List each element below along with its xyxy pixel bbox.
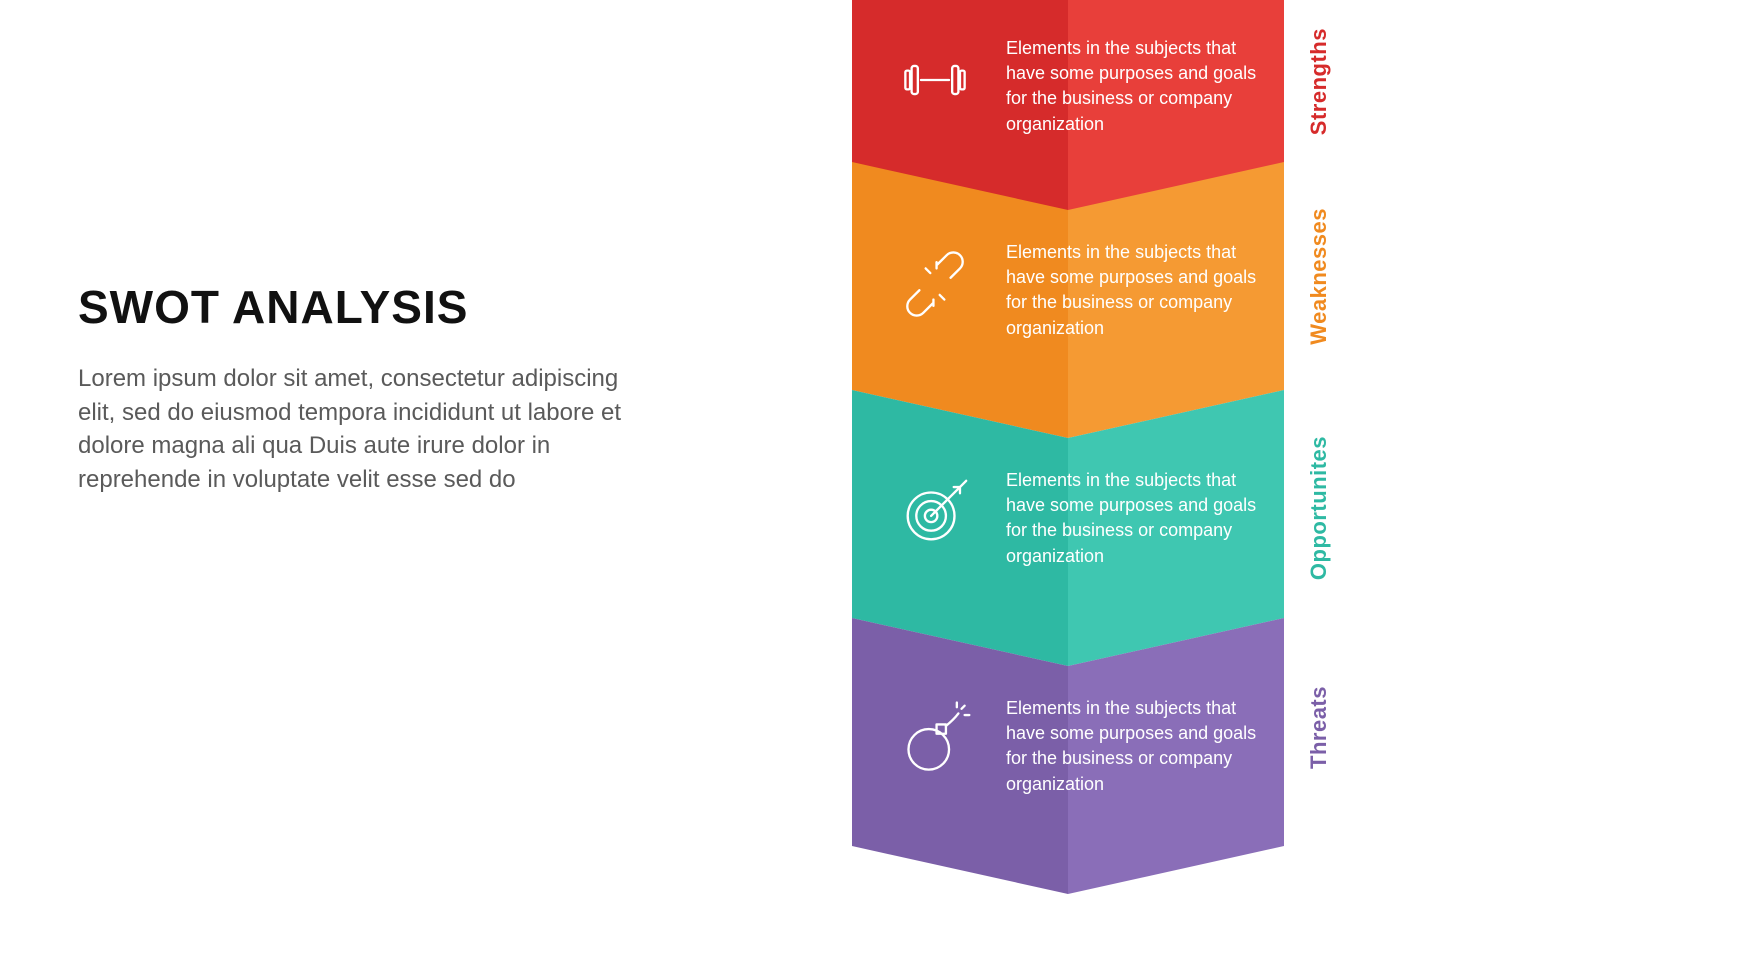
side-label-strengths: Strengths [1306,28,1332,135]
side-label-opportunites: Opportunites [1306,436,1332,580]
side-label-threats: Threats [1306,686,1332,769]
chevron-content: Elements in the subjects that have some … [852,462,1284,569]
chevron-text: Elements in the subjects that have some … [1000,462,1258,569]
chevron-content: Elements in the subjects that have some … [852,30,1284,137]
chevron-content: Elements in the subjects that have some … [852,234,1284,341]
chevron-icon-wrap [870,30,1000,130]
chevron-icon-wrap [870,690,1000,790]
broken-chain-icon [896,245,974,323]
bomb-icon [896,701,974,779]
chevron-icon-wrap [870,234,1000,334]
left-panel: SWOT ANALYSIS Lorem ipsum dolor sit amet… [78,280,638,496]
page-title: SWOT ANALYSIS [78,280,638,334]
swot-item-threats: Elements in the subjects that have some … [852,618,1284,894]
target-arrow-icon [896,473,974,551]
chevron-text: Elements in the subjects that have some … [1000,234,1258,341]
chevron-text: Elements in the subjects that have some … [1000,30,1258,137]
side-label-weaknesses: Weaknesses [1306,208,1332,345]
dumbbell-icon [896,41,974,119]
chevron-text: Elements in the subjects that have some … [1000,690,1258,797]
page-description: Lorem ipsum dolor sit amet, consectetur … [78,362,638,496]
chevron-content: Elements in the subjects that have some … [852,690,1284,797]
swot-chevron-stack: Elements in the subjects that have some … [852,0,1284,980]
chevron-icon-wrap [870,462,1000,562]
